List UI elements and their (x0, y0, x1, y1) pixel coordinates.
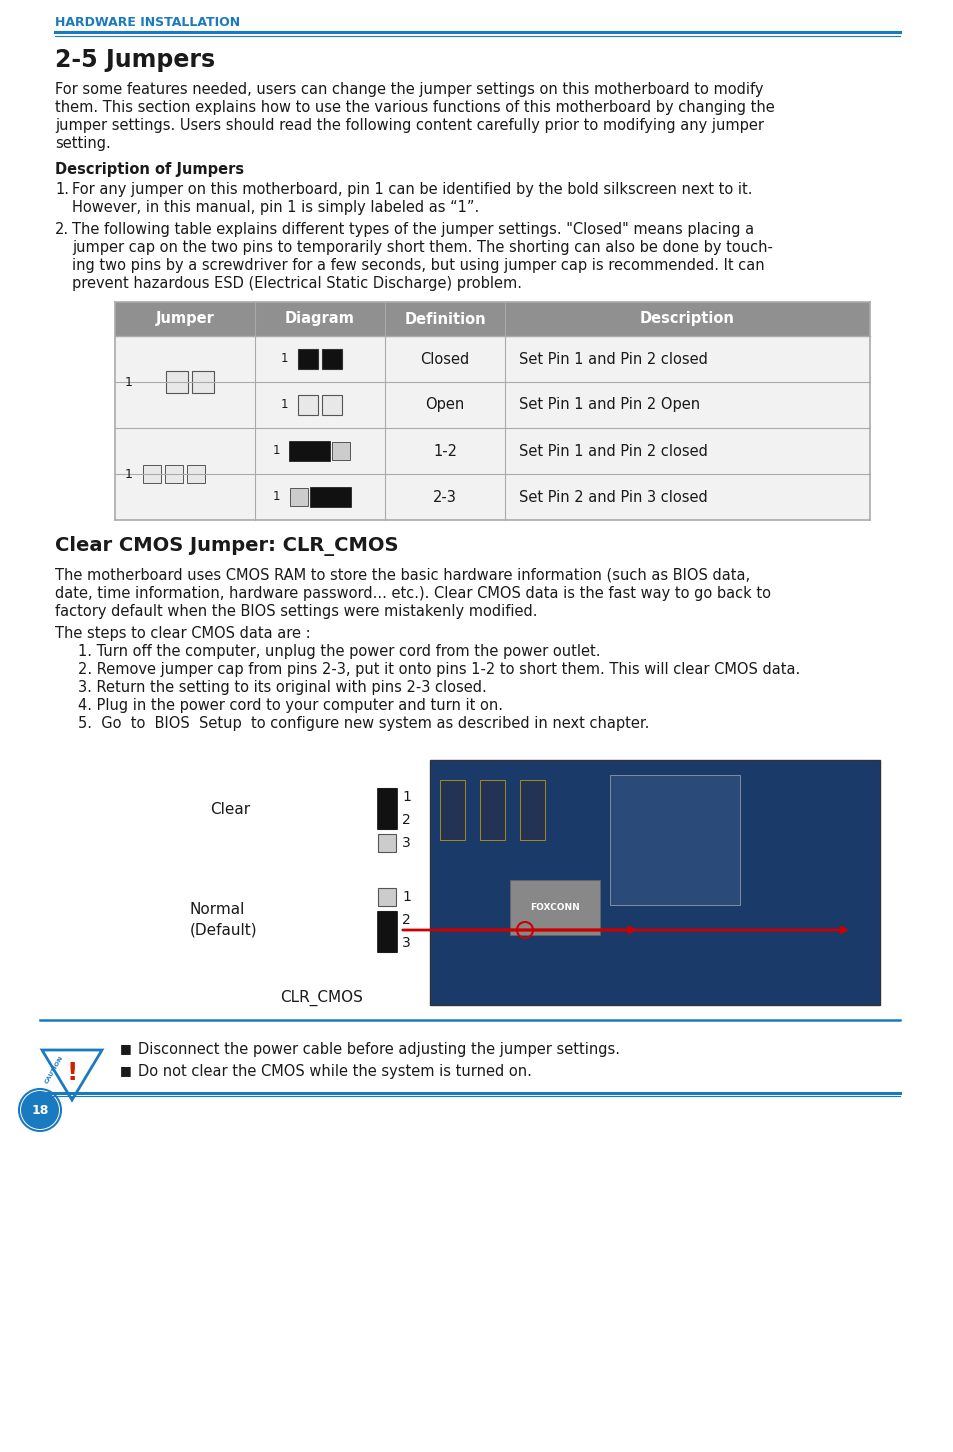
Text: them. This section explains how to use the various functions of this motherboard: them. This section explains how to use t… (55, 100, 774, 115)
Text: 2-3: 2-3 (433, 489, 456, 504)
FancyBboxPatch shape (609, 775, 740, 905)
FancyBboxPatch shape (377, 812, 395, 829)
FancyBboxPatch shape (115, 335, 869, 382)
FancyBboxPatch shape (377, 934, 395, 953)
FancyBboxPatch shape (479, 780, 504, 841)
Text: prevent hazardous ESD (Electrical Static Discharge) problem.: prevent hazardous ESD (Electrical Static… (71, 276, 521, 290)
FancyBboxPatch shape (430, 759, 879, 1005)
FancyBboxPatch shape (332, 488, 350, 505)
Text: Diagram: Diagram (285, 312, 355, 327)
FancyBboxPatch shape (332, 441, 350, 460)
Text: 1: 1 (401, 790, 411, 804)
Text: 3: 3 (401, 937, 411, 950)
Text: 2.: 2. (55, 222, 69, 237)
FancyBboxPatch shape (377, 833, 395, 852)
Text: HARDWARE INSTALLATION: HARDWARE INSTALLATION (55, 16, 240, 29)
Text: CLR_CMOS: CLR_CMOS (280, 990, 362, 1006)
FancyBboxPatch shape (377, 889, 395, 906)
Text: Clear: Clear (210, 803, 250, 817)
Text: ■: ■ (120, 1064, 132, 1077)
FancyBboxPatch shape (376, 788, 396, 829)
FancyBboxPatch shape (290, 441, 308, 460)
Text: For some features needed, users can change the jumper settings on this motherboa: For some features needed, users can chan… (55, 81, 762, 97)
Polygon shape (42, 1050, 102, 1101)
Text: Description: Description (639, 312, 734, 327)
FancyBboxPatch shape (311, 488, 329, 505)
FancyBboxPatch shape (510, 880, 599, 935)
Text: 5.  Go  to  BIOS  Setup  to configure new system as described in next chapter.: 5. Go to BIOS Setup to configure new sys… (78, 716, 649, 730)
Text: Disconnect the power cable before adjusting the jumper settings.: Disconnect the power cable before adjust… (138, 1043, 619, 1057)
Text: 2: 2 (401, 813, 411, 828)
FancyBboxPatch shape (519, 780, 544, 841)
Text: 1-2: 1-2 (433, 443, 456, 459)
Text: Do not clear the CMOS while the system is turned on.: Do not clear the CMOS while the system i… (138, 1064, 532, 1079)
FancyBboxPatch shape (289, 441, 330, 460)
Text: factory default when the BIOS settings were mistakenly modified.: factory default when the BIOS settings w… (55, 604, 537, 619)
Text: Clear CMOS Jumper: CLR_CMOS: Clear CMOS Jumper: CLR_CMOS (55, 536, 398, 556)
FancyBboxPatch shape (311, 441, 329, 460)
Text: CAUTION: CAUTION (44, 1054, 64, 1085)
FancyBboxPatch shape (322, 348, 341, 369)
Text: The following table explains different types of the jumper settings. "Closed" me: The following table explains different t… (71, 222, 753, 237)
Text: 1: 1 (401, 890, 411, 905)
FancyBboxPatch shape (115, 382, 869, 428)
FancyBboxPatch shape (439, 780, 464, 841)
Text: 2: 2 (401, 913, 411, 926)
Text: 1.: 1. (55, 182, 69, 197)
Text: Set Pin 1 and Pin 2 closed: Set Pin 1 and Pin 2 closed (518, 443, 707, 459)
Text: 18: 18 (31, 1104, 49, 1117)
Text: However, in this manual, pin 1 is simply labeled as “1”.: However, in this manual, pin 1 is simply… (71, 200, 478, 215)
FancyBboxPatch shape (297, 395, 317, 415)
FancyBboxPatch shape (377, 788, 395, 806)
Text: Jumper: Jumper (155, 312, 214, 327)
FancyBboxPatch shape (376, 910, 396, 953)
FancyBboxPatch shape (143, 465, 161, 484)
Text: 4. Plug in the power cord to your computer and turn it on.: 4. Plug in the power cord to your comput… (78, 698, 502, 713)
FancyBboxPatch shape (187, 465, 205, 484)
Text: Closed: Closed (420, 351, 469, 366)
Text: jumper settings. Users should read the following content carefully prior to modi: jumper settings. Users should read the f… (55, 118, 763, 134)
Text: !: ! (67, 1061, 77, 1085)
Text: 1: 1 (273, 491, 280, 504)
FancyBboxPatch shape (115, 473, 869, 520)
Text: date, time information, hardware password... etc.). Clear CMOS data is the fast : date, time information, hardware passwor… (55, 587, 770, 601)
Text: 1: 1 (125, 468, 132, 481)
Text: ing two pins by a screwdriver for a few seconds, but using jumper cap is recomme: ing two pins by a screwdriver for a few … (71, 258, 763, 273)
Text: ■: ■ (120, 1043, 132, 1056)
Text: 1: 1 (280, 398, 288, 411)
FancyBboxPatch shape (115, 302, 869, 335)
FancyBboxPatch shape (192, 372, 213, 393)
Text: setting.: setting. (55, 136, 111, 151)
Text: 3: 3 (401, 836, 411, 849)
Text: (Default): (Default) (190, 922, 257, 938)
Text: Normal: Normal (190, 903, 245, 918)
FancyBboxPatch shape (322, 395, 341, 415)
Text: 1: 1 (273, 444, 280, 457)
Text: 1: 1 (280, 353, 288, 366)
Text: Set Pin 1 and Pin 2 Open: Set Pin 1 and Pin 2 Open (518, 398, 700, 412)
Text: 3. Return the setting to its original with pins 2-3 closed.: 3. Return the setting to its original wi… (78, 680, 486, 696)
FancyBboxPatch shape (166, 372, 188, 393)
Text: 2. Remove jumper cap from pins 2-3, put it onto pins 1-2 to short them. This wil: 2. Remove jumper cap from pins 2-3, put … (78, 662, 800, 677)
FancyBboxPatch shape (290, 488, 308, 505)
FancyBboxPatch shape (310, 486, 351, 507)
FancyBboxPatch shape (165, 465, 183, 484)
Text: Open: Open (425, 398, 464, 412)
Text: Description of Jumpers: Description of Jumpers (55, 163, 244, 177)
Circle shape (21, 1090, 59, 1130)
Text: Set Pin 2 and Pin 3 closed: Set Pin 2 and Pin 3 closed (518, 489, 707, 504)
Text: The motherboard uses CMOS RAM to store the basic hardware information (such as B: The motherboard uses CMOS RAM to store t… (55, 568, 749, 584)
Text: 2-5 Jumpers: 2-5 Jumpers (55, 48, 214, 73)
Text: jumper cap on the two pins to temporarily short them. The shorting can also be d: jumper cap on the two pins to temporaril… (71, 240, 772, 256)
Text: For any jumper on this motherboard, pin 1 can be identified by the bold silkscre: For any jumper on this motherboard, pin … (71, 182, 752, 197)
Text: The steps to clear CMOS data are :: The steps to clear CMOS data are : (55, 626, 311, 640)
Text: Definition: Definition (404, 312, 485, 327)
Text: Set Pin 1 and Pin 2 closed: Set Pin 1 and Pin 2 closed (518, 351, 707, 366)
FancyBboxPatch shape (297, 348, 317, 369)
FancyBboxPatch shape (115, 428, 869, 473)
Text: 1. Turn off the computer, unplug the power cord from the power outlet.: 1. Turn off the computer, unplug the pow… (78, 645, 599, 659)
Text: 1: 1 (125, 376, 132, 389)
Text: FOXCONN: FOXCONN (530, 903, 579, 912)
FancyBboxPatch shape (377, 910, 395, 929)
